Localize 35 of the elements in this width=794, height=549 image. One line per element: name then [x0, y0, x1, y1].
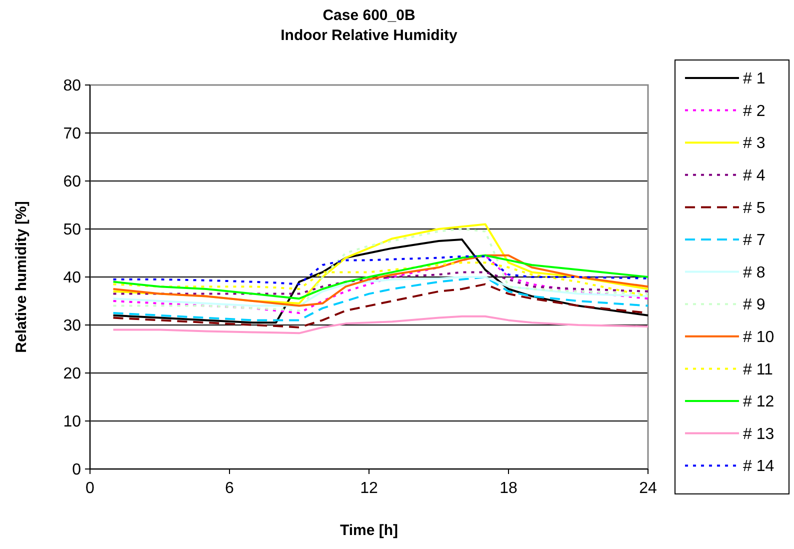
y-tick-label: 80: [63, 78, 82, 95]
y-tick-label: 60: [63, 174, 82, 191]
chart-title: Case 600_0B Indoor Relative Humidity: [280, 7, 458, 44]
x-tick-label: 18: [500, 480, 518, 497]
legend-label: # 7: [743, 232, 766, 250]
legend-label: # 3: [743, 135, 766, 152]
y-tick-label: 30: [63, 318, 82, 335]
y-tick-label: 50: [63, 222, 82, 239]
y-tick-label: 70: [63, 126, 82, 143]
legend-label: # 10: [743, 329, 774, 346]
legend-label: # 12: [743, 394, 774, 411]
x-tick-label: 6: [225, 480, 234, 497]
legend-label: # 5: [743, 200, 766, 217]
legend-label: # 14: [743, 458, 774, 476]
y-tick-label: 20: [63, 366, 82, 383]
y-tick-label: 0: [72, 462, 82, 479]
legend-label: # 9: [743, 296, 766, 314]
line-series: [112, 255, 649, 286]
line-series: [112, 276, 649, 322]
legend-label: # 4: [743, 168, 766, 184]
x-tick-label: 24: [639, 480, 657, 497]
legend-label: # 13: [743, 426, 774, 443]
legend-label: # 8: [743, 264, 766, 282]
y-tick-label: 10: [63, 414, 82, 431]
y-axis-title: Relative humidity [%]: [13, 201, 30, 353]
legend-label: # 2: [743, 102, 766, 120]
legend-label: # 11: [743, 361, 774, 378]
x-tick-label: 12: [360, 480, 378, 497]
line-series: [112, 315, 649, 334]
legend-label: # 1: [743, 70, 766, 88]
y-tick-label: 40: [63, 270, 82, 287]
line-series: [112, 276, 649, 307]
x-tick-label: 0: [86, 480, 95, 497]
line-series: [112, 271, 649, 295]
x-axis-title: Time [h]: [340, 522, 398, 539]
